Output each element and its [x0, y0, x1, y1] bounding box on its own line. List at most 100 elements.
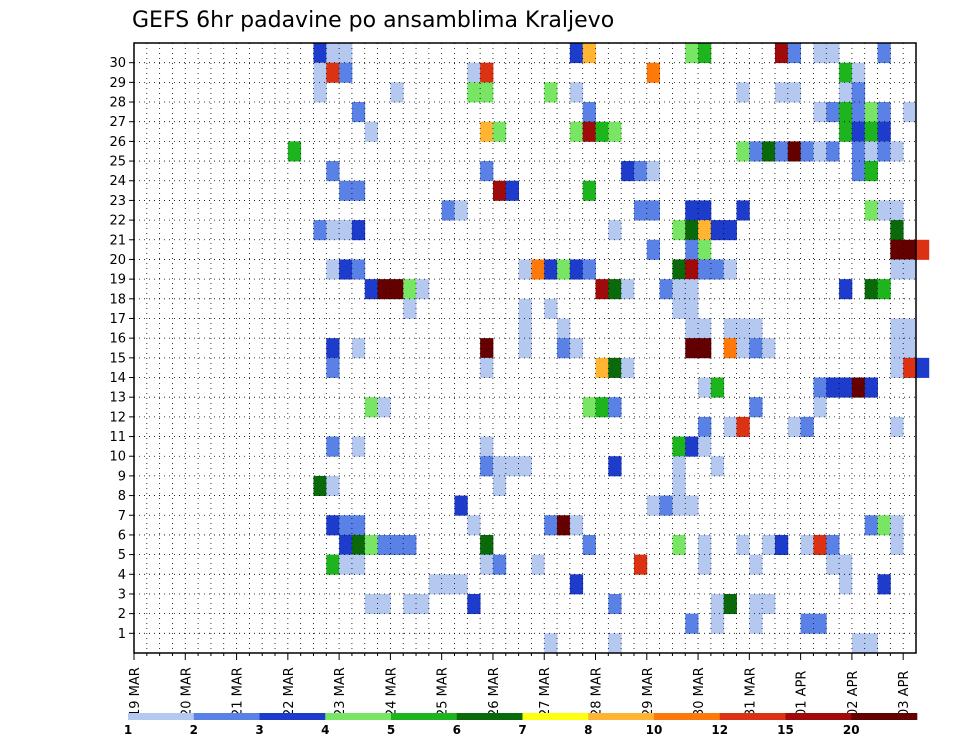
heatmap-cell	[890, 220, 904, 241]
legend-swatch	[456, 713, 523, 720]
heatmap-cell	[608, 593, 622, 615]
heatmap-cell	[339, 62, 353, 83]
y-tick-label: 30	[109, 56, 126, 71]
y-tick-label: 2	[118, 607, 126, 622]
x-tick-label: 31 MAR	[743, 667, 758, 717]
heatmap-cell	[698, 436, 712, 457]
heatmap-cell	[864, 121, 878, 142]
heatmap-cell	[851, 102, 866, 123]
legend-label: 20	[843, 723, 860, 737]
heatmap-cell	[685, 298, 699, 319]
heatmap-cell	[877, 574, 891, 595]
y-tick-label: 22	[109, 214, 126, 229]
heatmap-cell	[903, 318, 917, 339]
heatmap-cell	[813, 102, 827, 123]
heatmap-cell	[800, 141, 814, 162]
heatmap-cell	[339, 220, 353, 241]
heatmap-cell	[672, 220, 686, 241]
heatmap-cell	[441, 574, 455, 595]
legend-label: 10	[646, 723, 663, 737]
heatmap-cell	[505, 456, 519, 477]
heatmap-cell	[557, 338, 571, 359]
y-tick-label: 18	[109, 292, 126, 307]
heatmap-cell	[633, 554, 648, 575]
heatmap-cell	[595, 121, 609, 142]
heatmap-cell	[582, 259, 596, 280]
x-tick-label: 22 MAR	[282, 667, 297, 717]
heatmap-cell	[685, 338, 699, 359]
heatmap-cell	[351, 220, 366, 241]
heatmap-cell	[749, 397, 763, 418]
heatmap-cell	[864, 200, 878, 221]
heatmap-cell	[800, 613, 814, 634]
heatmap-cell	[749, 554, 763, 575]
heatmap-cell	[826, 43, 840, 64]
heatmap-cell	[313, 475, 327, 496]
heatmap-cell	[326, 515, 340, 536]
heatmap-cell	[864, 633, 878, 654]
heatmap-cell	[326, 357, 340, 378]
y-tick-label: 3	[118, 587, 126, 602]
heatmap-cell	[774, 82, 789, 103]
chart-title: GEFS 6hr padavine po ansamblima Kraljevo	[132, 8, 614, 33]
legend-swatch	[128, 713, 195, 720]
y-tick-label: 5	[118, 548, 126, 563]
heatmap-cell	[698, 554, 712, 575]
heatmap-cell	[544, 259, 558, 280]
heatmap-cell	[916, 357, 930, 378]
heatmap-cell	[351, 180, 366, 201]
heatmap-cell	[569, 515, 584, 536]
heatmap-cell	[377, 397, 391, 418]
heatmap-cell	[582, 102, 596, 123]
heatmap-cell	[903, 259, 917, 280]
heatmap-cell	[839, 574, 853, 595]
heatmap-cell	[364, 397, 378, 418]
heatmap-cell	[582, 121, 596, 142]
heatmap-cell	[467, 62, 481, 83]
heatmap-cell	[672, 495, 686, 516]
heatmap-cell	[403, 593, 417, 615]
y-tick-label: 6	[118, 528, 126, 543]
heatmap-cell	[749, 338, 763, 359]
y-tick-label: 4	[118, 568, 126, 583]
heatmap-cell	[518, 298, 532, 319]
heatmap-cell	[762, 338, 776, 359]
heatmap-cell	[480, 121, 494, 142]
heatmap-cell	[377, 593, 391, 615]
heatmap-cell	[826, 534, 840, 556]
legend-label: 3	[255, 723, 263, 737]
heatmap-cell	[569, 43, 584, 64]
y-tick-label: 20	[109, 253, 126, 268]
heatmap-cell	[582, 43, 596, 64]
heatmap-cell	[698, 239, 712, 260]
x-tick-label: 19 MAR	[128, 667, 143, 717]
x-tick-label: 20 MAR	[179, 667, 194, 717]
heatmap-cell	[877, 200, 891, 221]
heatmap-cell	[851, 62, 866, 83]
legend-label: 4	[321, 723, 329, 737]
heatmap-cell	[723, 318, 737, 339]
heatmap-cell	[851, 377, 866, 398]
x-tick-label: 23 MAR	[333, 667, 348, 717]
heatmap-cell	[685, 239, 699, 260]
heatmap-cell	[864, 102, 878, 123]
heatmap-cell	[646, 239, 661, 260]
heatmap-cell	[480, 82, 494, 103]
heatmap-cell	[800, 416, 814, 437]
heatmap-cell	[569, 82, 584, 103]
heatmap-cell	[441, 200, 455, 221]
heatmap-cell	[685, 200, 699, 221]
heatmap-cell	[582, 534, 596, 556]
heatmap-cell	[287, 141, 302, 162]
heatmap-cell	[877, 102, 891, 123]
grid-lines	[134, 43, 916, 653]
heatmap-cell	[633, 161, 648, 182]
heatmap-cell	[698, 200, 712, 221]
heatmap-cell	[710, 613, 725, 634]
heatmap-cell	[839, 554, 853, 575]
heatmap-cell	[326, 43, 340, 64]
heatmap-cell	[698, 43, 712, 64]
heatmap-cells	[287, 43, 930, 654]
heatmap-cell	[736, 318, 750, 339]
